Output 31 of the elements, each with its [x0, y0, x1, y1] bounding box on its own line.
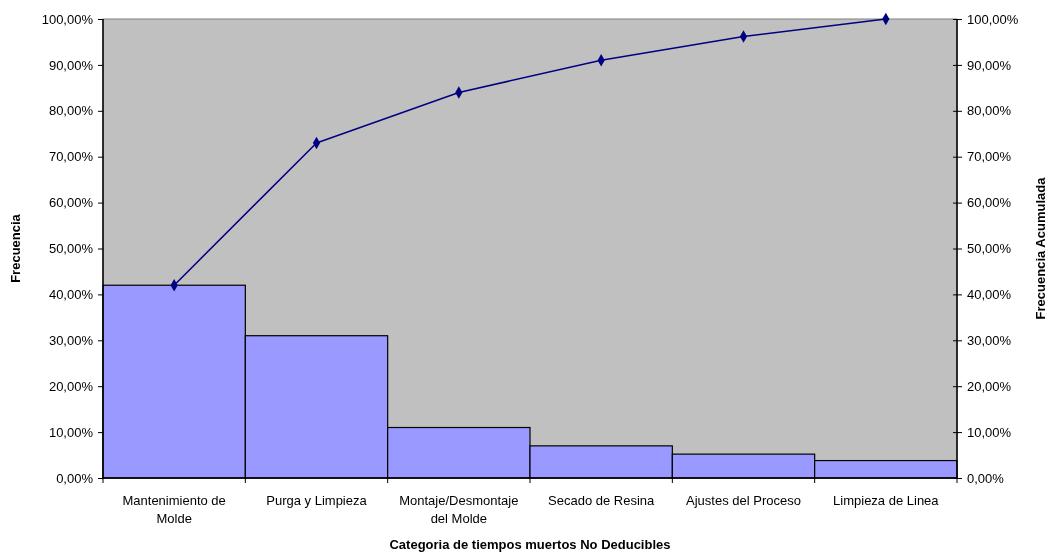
y2-tick-label: 10,00%	[967, 424, 1012, 440]
y-tick-label: 70,00%	[48, 149, 94, 165]
y-tick-label: 80,00%	[48, 103, 94, 119]
y2-tick-label: 40,00%	[967, 287, 1012, 303]
y-tick-label: 20,00%	[48, 378, 94, 394]
x-tick-label: Montaje/Desmontaje del Molde	[399, 493, 519, 526]
y-tick-label: 90,00%	[48, 57, 94, 73]
y2-tick-label: 30,00%	[967, 332, 1012, 348]
x-tick-label: Secado de Resina	[548, 493, 656, 508]
y-tick-label: 10,00%	[48, 424, 94, 440]
y2-tick-label: 100,00%	[967, 11, 1019, 27]
y-tick-label: 0,00%	[56, 470, 94, 486]
x-tick-label: Ajustes del Proceso	[686, 493, 801, 508]
y-tick-label: 100,00%	[41, 11, 94, 27]
y2-tick-label: 90,00%	[967, 57, 1012, 73]
x-tick-label: Mantenimiento de Molde	[122, 493, 226, 526]
x-tick-label: Limpieza de Linea	[833, 493, 940, 508]
y2-tick-label: 80,00%	[967, 103, 1012, 119]
y2-tick-label: 70,00%	[967, 149, 1012, 165]
y-tick-label: 50,00%	[48, 241, 94, 257]
y-tick-label: 30,00%	[48, 332, 94, 348]
y-tick-label: 40,00%	[48, 287, 94, 303]
x-axis-title: Categoria de tiempos muertos No Deducibles	[389, 537, 671, 552]
y2-axis-title: Frecuencia Acumulada	[1033, 176, 1048, 320]
y2-tick-label: 60,00%	[967, 195, 1012, 211]
y-tick-label: 60,00%	[48, 195, 94, 211]
x-tick-label: Purga y Limpieza	[266, 493, 368, 508]
y2-tick-label: 0,00%	[967, 470, 1005, 486]
y2-tick-label: 50,00%	[967, 241, 1012, 257]
y-axis-title: Frecuencia	[8, 213, 23, 283]
y2-tick-label: 20,00%	[967, 378, 1012, 394]
